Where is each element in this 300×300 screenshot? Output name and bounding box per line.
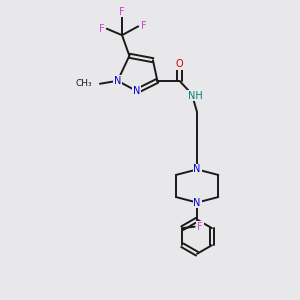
Text: N: N	[194, 164, 201, 174]
Text: N: N	[133, 86, 140, 96]
Text: CH₃: CH₃	[75, 79, 92, 88]
Text: NH: NH	[188, 91, 203, 100]
Text: F: F	[141, 21, 146, 31]
Text: O: O	[176, 59, 183, 69]
Text: N: N	[194, 198, 201, 208]
Text: N: N	[114, 76, 121, 86]
Text: F: F	[99, 24, 104, 34]
Text: F: F	[119, 7, 125, 16]
Text: F: F	[197, 222, 203, 232]
